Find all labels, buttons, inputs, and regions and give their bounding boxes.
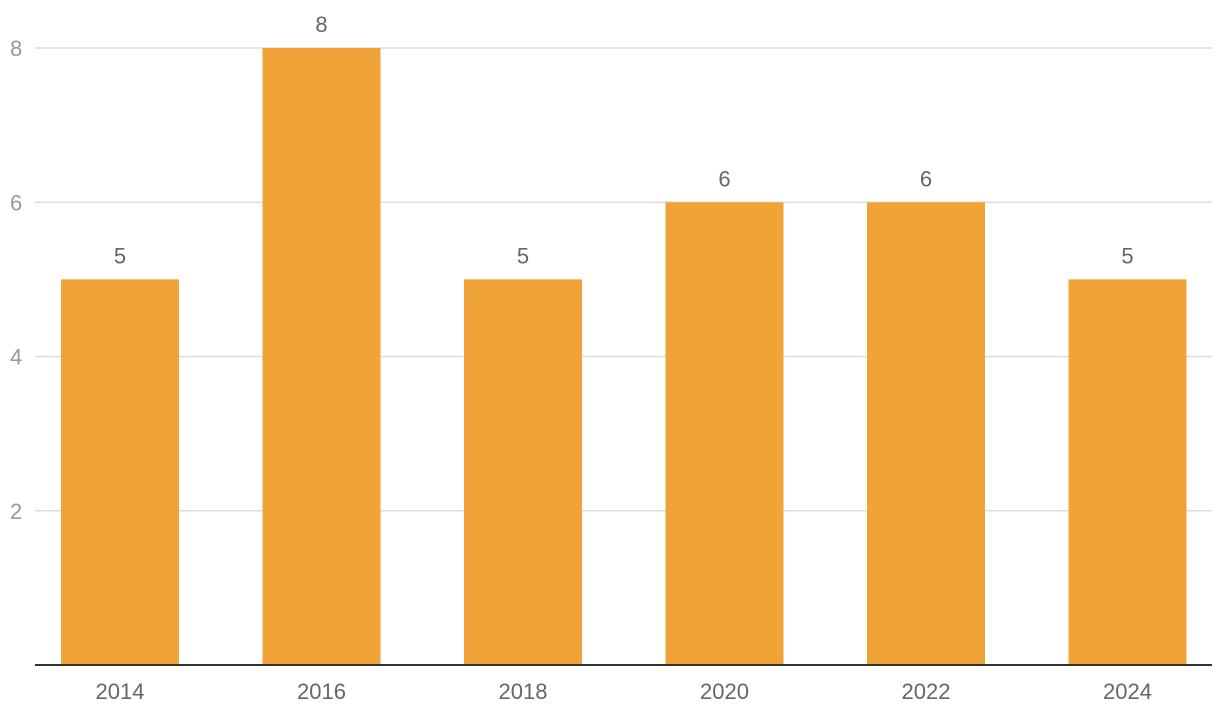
bar-2020: [665, 202, 784, 665]
data-labels: 5 8 5 6 6 5: [114, 12, 1134, 268]
data-label: 5: [114, 243, 126, 268]
bar-2022: [867, 202, 985, 665]
data-label: 8: [315, 12, 327, 37]
x-tick-label: 2014: [96, 679, 145, 704]
bar-2024: [1068, 279, 1187, 665]
data-label: 6: [718, 166, 730, 191]
gridlines: [35, 47, 1212, 512]
y-tick-label: 2: [10, 499, 22, 524]
bar-2018: [464, 279, 582, 665]
y-tick-label: 4: [10, 345, 22, 370]
x-tick-label: 2018: [499, 679, 548, 704]
data-label: 5: [1121, 243, 1133, 268]
y-tick-label: 8: [10, 36, 22, 61]
data-label: 5: [517, 243, 529, 268]
y-tick-label: 6: [10, 190, 22, 215]
bar-2014: [61, 279, 179, 665]
bar-2016: [262, 48, 381, 665]
x-tick-label: 2020: [700, 679, 749, 704]
data-label: 6: [920, 166, 932, 191]
y-axis-tick-labels: 2 4 6 8: [10, 36, 22, 524]
x-axis-tick-labels: 2014 2016 2018 2020 2022 2024: [96, 679, 1152, 704]
x-tick-label: 2022: [902, 679, 951, 704]
bars: [61, 48, 1187, 665]
x-tick-label: 2016: [297, 679, 346, 704]
x-tick-label: 2024: [1103, 679, 1152, 704]
